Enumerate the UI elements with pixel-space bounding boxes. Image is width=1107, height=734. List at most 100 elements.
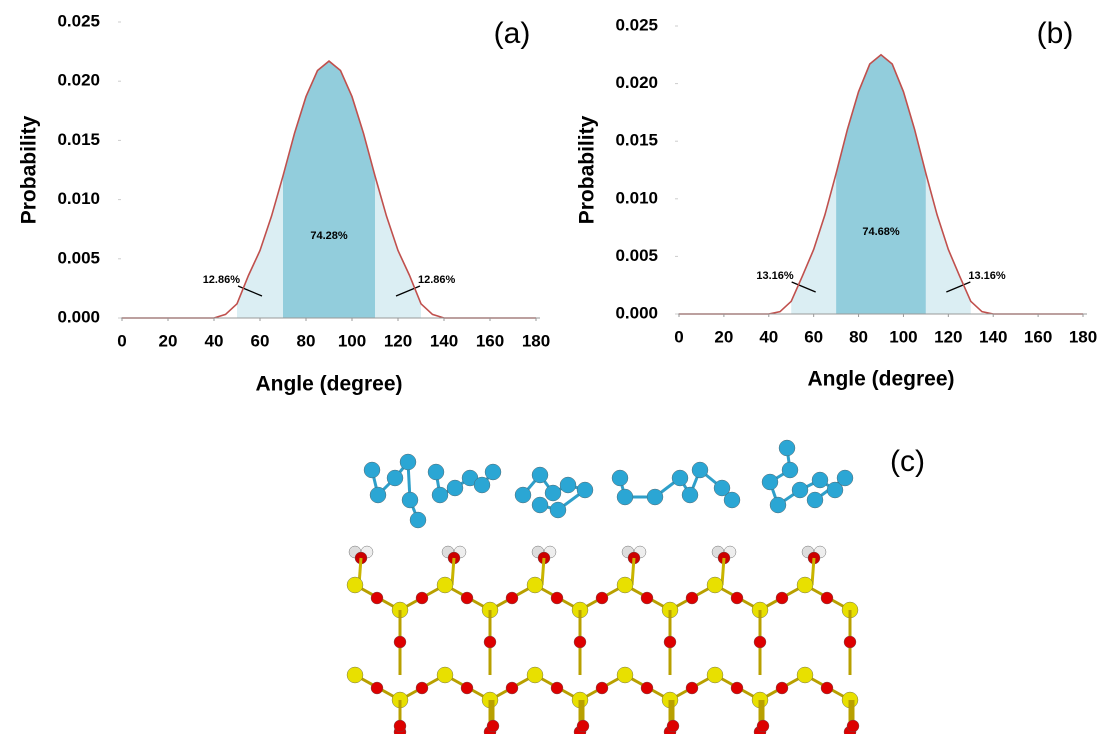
y-axis-label: Probability (576, 115, 599, 224)
molecule-part (770, 497, 786, 513)
molecule-part (779, 440, 795, 456)
molecule-part (724, 492, 740, 508)
molecule-part (550, 502, 566, 518)
molecule-part (402, 492, 418, 508)
molecule-part (527, 577, 543, 593)
molecule-part (487, 720, 499, 732)
x-tick-label: 40 (205, 331, 224, 350)
x-tick-label: 160 (1024, 327, 1052, 346)
molecule-part (837, 470, 853, 486)
molecule-part (394, 636, 406, 648)
region-label: 12.86% (418, 274, 456, 286)
x-tick-label: 80 (297, 331, 316, 350)
x-tick-label: 60 (251, 331, 270, 350)
molecule-part (532, 497, 548, 513)
molecule-part (667, 720, 679, 732)
region-label: 13.16% (756, 270, 794, 282)
molecule-part (686, 592, 698, 604)
molecule-part (847, 720, 859, 732)
molecule-part (797, 577, 813, 593)
molecule-part (577, 482, 593, 498)
x-tick-label: 20 (159, 331, 178, 350)
region-label: 74.68% (862, 226, 900, 238)
x-tick-label: 160 (476, 331, 504, 350)
molecule-part (692, 462, 708, 478)
x-tick-label: 60 (804, 327, 823, 346)
x-tick-label: 40 (759, 327, 778, 346)
molecule-part (596, 682, 608, 694)
y-tick-label: 0.000 (57, 307, 100, 326)
molecule-part (515, 487, 531, 503)
molecule-part (821, 592, 833, 604)
y-tick-label: 0.025 (57, 11, 100, 30)
y-tick-label: 0.010 (615, 188, 658, 207)
x-axis-label: Angle (degree) (255, 373, 402, 396)
x-tick-label: 180 (1069, 327, 1097, 346)
molecule-part (452, 558, 454, 585)
molecule-part (545, 485, 561, 501)
molecule-part (506, 682, 518, 694)
molecule-part (551, 592, 563, 604)
molecule-part (844, 636, 856, 648)
region-label: 74.28% (310, 230, 348, 242)
molecule-part (437, 667, 453, 683)
molecule-part (416, 682, 428, 694)
molecule-part (647, 489, 663, 505)
molecule-part (807, 492, 823, 508)
molecule-part (821, 682, 833, 694)
molecule-part (632, 558, 634, 585)
molecule-part (347, 667, 363, 683)
x-tick-label: 100 (889, 327, 917, 346)
molecule-part (682, 487, 698, 503)
y-tick-label: 0.020 (57, 71, 100, 90)
molecule-part (792, 482, 808, 498)
molecule-part (707, 577, 723, 593)
x-tick-label: 80 (849, 327, 868, 346)
molecule-part (506, 592, 518, 604)
y-tick-label: 0.000 (615, 303, 658, 322)
molecule-part (461, 592, 473, 604)
molecule-part (797, 667, 813, 683)
molecule-part (776, 682, 788, 694)
molecule-part (574, 636, 586, 648)
molecule-part (484, 636, 496, 648)
panel-label: (a) (494, 17, 531, 50)
molecule-part (707, 667, 723, 683)
region-label: 12.86% (203, 274, 241, 286)
x-tick-label: 140 (430, 331, 458, 350)
molecule-part (400, 454, 416, 470)
y-tick-label: 0.010 (57, 189, 100, 208)
panel-label: (b) (1037, 17, 1074, 50)
molecule-part (641, 682, 653, 694)
panel-label: (c) (890, 445, 925, 478)
x-axis-label: Angle (degree) (807, 368, 954, 391)
molecule-part (410, 512, 426, 528)
molecule-part (612, 470, 628, 486)
molecule-part (527, 667, 543, 683)
y-tick-label: 0.005 (57, 248, 100, 267)
y-tick-label: 0.015 (615, 131, 658, 150)
molecule-part (577, 720, 589, 732)
molecule-part (754, 636, 766, 648)
molecule-part (371, 592, 383, 604)
molecule-part (347, 577, 363, 593)
molecule-part (551, 682, 563, 694)
molecule-part (686, 682, 698, 694)
molecule-part (432, 487, 448, 503)
x-tick-label: 120 (384, 331, 412, 350)
figure: (c) 12.86% 74.28% 12.86% 0 20 40 60 80 100 120 140… (0, 0, 1107, 734)
molecule-part (617, 489, 633, 505)
molecule-part (461, 682, 473, 694)
y-tick-label: 0.020 (615, 73, 658, 92)
molecule-part (394, 720, 406, 732)
region-label: 13.16% (968, 270, 1006, 282)
x-tick-label: 0 (674, 327, 683, 346)
y-tick-label: 0.025 (615, 15, 658, 34)
molecule-part (387, 470, 403, 486)
molecule-part (596, 592, 608, 604)
shaded-region (283, 61, 375, 318)
x-tick-label: 180 (522, 331, 550, 350)
x-tick-label: 120 (934, 327, 962, 346)
molecule-part (532, 467, 548, 483)
molecule-part (782, 462, 798, 478)
